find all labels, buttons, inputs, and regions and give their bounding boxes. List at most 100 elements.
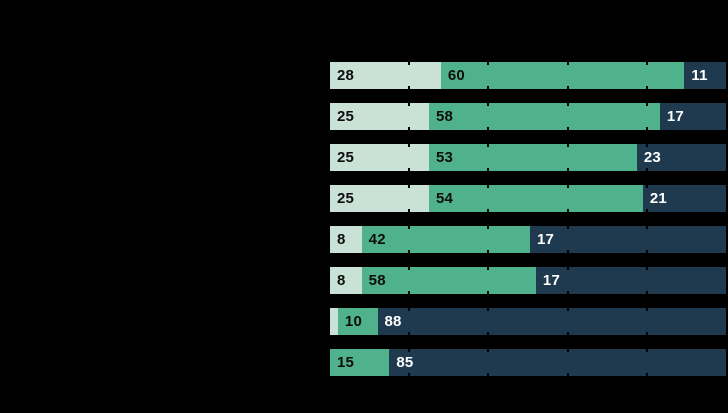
segment-value-label: 58 <box>436 108 454 125</box>
axis-tick <box>408 349 411 352</box>
segment-value-label: 17 <box>542 272 560 289</box>
axis-tick <box>645 185 648 188</box>
segment-value-label: 60 <box>447 67 465 84</box>
bar-segment-light <box>330 308 338 335</box>
segment-value-label: 8 <box>337 231 346 248</box>
bar-row: 28 60 11 <box>330 62 726 89</box>
bar-segment-green: 10 <box>337 308 378 335</box>
axis-tick <box>487 127 490 130</box>
axis-tick <box>566 168 569 171</box>
axis-tick <box>408 291 411 294</box>
axis-tick <box>566 185 569 188</box>
segment-value-label: 11 <box>691 67 708 84</box>
bar-segment-green: 60 <box>440 62 685 89</box>
axis-tick <box>408 209 411 212</box>
bar-segment-light: 25 <box>330 185 429 212</box>
bar-segment-navy: 17 <box>535 267 726 294</box>
segment-value-label: 28 <box>337 67 355 84</box>
axis-tick <box>487 308 490 311</box>
axis-tick <box>487 332 490 335</box>
axis-tick <box>487 168 490 171</box>
axis-tick <box>645 209 648 212</box>
axis-tick <box>645 226 648 229</box>
segment-value-label: 54 <box>436 190 454 207</box>
segment-value-label: 17 <box>666 108 684 125</box>
axis-tick <box>487 62 490 65</box>
axis-tick <box>487 209 490 212</box>
axis-tick <box>487 250 490 253</box>
axis-tick <box>645 308 648 311</box>
axis-tick <box>408 373 411 376</box>
segment-value-label: 23 <box>643 149 661 166</box>
bar-segment-green: 58 <box>429 103 660 130</box>
bar-row: 25 53 23 <box>330 144 726 171</box>
bar-segment-light: 25 <box>330 103 429 130</box>
bar-segment-navy: 88 <box>377 308 726 335</box>
bar-segment-green: 53 <box>429 144 637 171</box>
axis-tick <box>408 86 411 89</box>
bar-segment-navy: 11 <box>684 62 726 89</box>
bar-segment-green: 54 <box>429 185 643 212</box>
axis-tick <box>566 127 569 130</box>
axis-tick <box>645 332 648 335</box>
axis-tick <box>645 62 648 65</box>
axis-tick <box>487 267 490 270</box>
axis-tick <box>566 332 569 335</box>
segment-value-label: 8 <box>337 272 346 289</box>
segment-value-label: 21 <box>649 190 667 207</box>
axis-tick <box>408 185 411 188</box>
axis-tick <box>566 62 569 65</box>
axis-tick <box>408 267 411 270</box>
axis-tick <box>408 332 411 335</box>
bar-segment-green: 58 <box>361 267 536 294</box>
axis-tick <box>408 103 411 106</box>
axis-tick <box>408 62 411 65</box>
axis-tick <box>408 144 411 147</box>
axis-tick <box>487 144 490 147</box>
axis-tick <box>566 144 569 147</box>
axis-tick <box>645 86 648 89</box>
bar-segment-light: 8 <box>330 267 362 294</box>
axis-tick <box>566 86 569 89</box>
axis-tick <box>487 373 490 376</box>
axis-tick <box>566 349 569 352</box>
bar-segment-navy: 85 <box>389 349 726 376</box>
axis-tick <box>566 103 569 106</box>
bar-segment-navy: 17 <box>659 103 726 130</box>
bar-row: 8 58 17 <box>330 267 726 294</box>
axis-tick <box>566 226 569 229</box>
bar-row: 8 42 17 <box>330 226 726 253</box>
axis-tick <box>487 291 490 294</box>
axis-tick <box>487 103 490 106</box>
segment-value-label: 25 <box>337 149 355 166</box>
segment-value-label: 58 <box>368 272 386 289</box>
axis-tick <box>645 127 648 130</box>
bar-segment-green: 15 <box>330 349 390 376</box>
segment-value-label: 85 <box>396 354 414 371</box>
segment-value-label: 25 <box>337 190 355 207</box>
axis-tick <box>645 144 648 147</box>
bar-row: 10 88 <box>330 308 726 335</box>
axis-tick <box>566 267 569 270</box>
axis-tick <box>566 250 569 253</box>
axis-tick <box>408 127 411 130</box>
axis-tick <box>645 349 648 352</box>
bar-segment-green: 42 <box>361 226 530 253</box>
axis-tick <box>487 86 490 89</box>
axis-tick <box>408 250 411 253</box>
axis-tick <box>645 250 648 253</box>
axis-tick <box>645 373 648 376</box>
bar-row: 15 85 <box>330 349 726 376</box>
bar-segment-navy: 17 <box>529 226 726 253</box>
segment-value-label: 10 <box>344 313 362 330</box>
bar-chart: 28 60 11 25 58 17 25 53 23 25 54 21 8 42 17 8 58 17 10 88 15… <box>330 62 726 376</box>
bar-segment-navy: 23 <box>636 144 726 171</box>
axis-tick <box>487 349 490 352</box>
axis-tick <box>566 373 569 376</box>
axis-tick <box>566 291 569 294</box>
bar-segment-light: 8 <box>330 226 362 253</box>
segment-value-label: 25 <box>337 108 355 125</box>
axis-tick <box>566 308 569 311</box>
axis-tick <box>645 103 648 106</box>
